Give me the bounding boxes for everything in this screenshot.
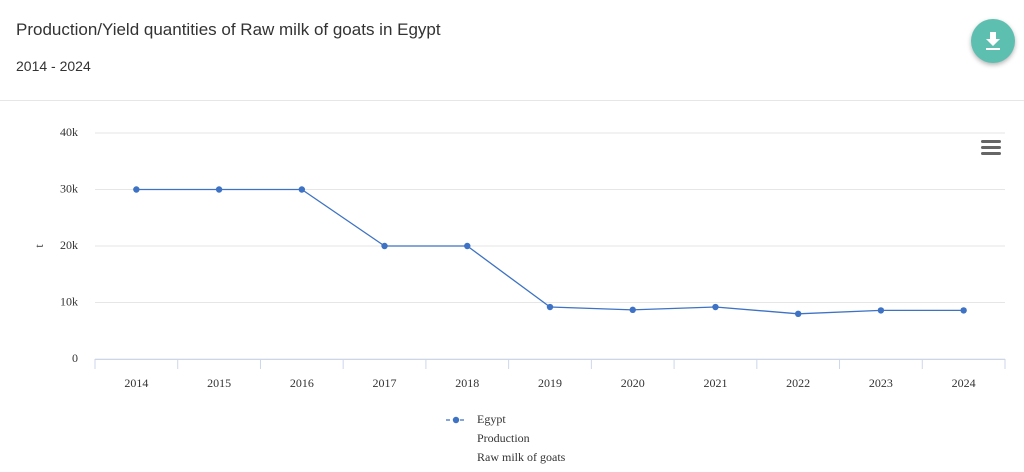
data-point <box>546 303 554 311</box>
series-line <box>136 188 964 315</box>
data-point <box>298 186 306 193</box>
y-tick-label: 40k <box>60 125 78 139</box>
download-icon <box>986 32 1000 50</box>
header: Production/Yield quantities of Raw milk … <box>0 0 1024 101</box>
y-tick-label: 20k <box>60 238 78 252</box>
download-button[interactable] <box>971 19 1015 63</box>
data-point <box>960 307 967 314</box>
y-tick-label: 30k <box>60 181 78 195</box>
menu-icon[interactable] <box>981 140 1001 155</box>
x-tick-label: 2021 <box>703 376 727 390</box>
y-tick-label: 10k <box>60 294 78 308</box>
legend-marker <box>452 416 460 424</box>
y-tick-label: 0 <box>72 351 78 365</box>
data-point <box>381 242 388 250</box>
legend-label: Raw milk of goats <box>477 450 566 464</box>
data-point <box>133 186 140 193</box>
x-tick-label: 2024 <box>952 376 976 390</box>
y-axis-label: t <box>32 244 46 248</box>
data-point <box>794 310 802 317</box>
x-tick-label: 2017 <box>373 376 397 390</box>
legend-label: Production <box>477 431 530 445</box>
data-point <box>629 306 636 314</box>
legend-label: Egypt <box>477 412 506 426</box>
x-tick-label: 2019 <box>538 376 562 390</box>
data-point <box>712 303 719 311</box>
x-tick-label: 2023 <box>869 376 893 390</box>
data-point <box>215 186 223 193</box>
x-tick-label: 2015 <box>207 376 231 390</box>
data-point <box>877 307 885 314</box>
x-tick-label: 2016 <box>290 376 314 390</box>
x-tick-label: 2022 <box>786 376 810 390</box>
x-tick-label: 2018 <box>455 376 479 390</box>
subtitle: 2014 - 2024 <box>16 58 91 74</box>
x-tick-label: 2014 <box>124 376 148 390</box>
title: Production/Yield quantities of Raw milk … <box>16 20 441 39</box>
chart: t 0 10k 20k 30k 40k 2014 2015 2016 2017 2018 2019 2… <box>32 125 1006 464</box>
data-point <box>464 242 471 250</box>
x-tick-label: 2020 <box>621 376 645 390</box>
